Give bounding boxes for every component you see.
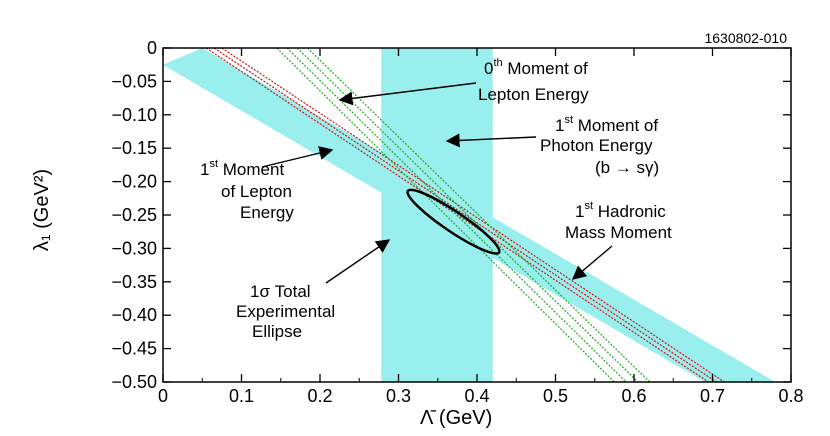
annotation-zeroth-lepton-line1: 0th Moment of [484,57,588,78]
arrow-first-hadronic [571,245,613,280]
y-tick-label-1: −0.05 [111,71,157,91]
annotation-ellipse-line3: Ellipse [252,322,302,341]
x-tick-label-6: 0.6 [621,386,646,406]
x-tick-label-0: 0 [158,386,168,406]
x-tick-label-2: 0.2 [307,386,332,406]
y-tick-label-7: −0.35 [111,272,157,292]
green-line-1 [286,47,627,383]
x-tick-label-8: 0.8 [778,386,803,406]
y-tick-label-5: −0.25 [111,205,157,225]
x-tick-label-7: 0.7 [700,386,725,406]
arrow-first-photon [445,133,537,148]
x-axis-label: Λ̄ (GeV) [420,407,492,429]
arrow-ellipse [325,239,391,284]
lines-group [205,47,725,383]
y-tick-label-4: −0.20 [111,172,157,192]
arrow-zeroth-lepton [338,82,477,106]
green-line-2 [296,47,639,383]
y-tick-label-3: −0.15 [111,138,157,158]
annotation-first-photon-line3: (b → sγ) [595,158,659,177]
annotation-first-lepton-line3: Energy [240,203,294,222]
y-tick-label-8: −0.40 [111,305,157,325]
annotation-first-photon-line2: Photon Energy [540,136,653,155]
red-line-2 [221,47,725,383]
green-line-0 [276,47,615,383]
annotation-first-photon-line1: 1st Moment of [555,114,658,135]
annotation-first-lepton-line2: of Lepton [221,182,292,201]
annotation-first-hadronic-line2: Mass Moment [565,223,672,242]
y-tick-label-9: −0.45 [111,339,157,359]
axis-ticks: 0 0.1 0.2 0.3 0.4 0.5 0.6 0.7 0.8 0 −0.05 −0.10 −0.1… [111,38,803,406]
red-line-1 [213,47,717,383]
annotation-ellipse-line2: Experimental [236,302,335,321]
arrow-first-lepton [261,146,334,168]
x-tick-label-5: 0.5 [543,386,568,406]
band-hadronic_band [163,48,776,382]
annotation-ellipse-line1: 1σ Total [250,282,311,301]
annotation-first-hadronic-line1: 1st Hadronic [575,200,666,221]
y-tick-label-0: 0 [147,38,157,58]
y-tick-label-2: −0.10 [111,105,157,125]
x-tick-label-3: 0.3 [386,386,411,406]
ellipse-shape [406,188,501,255]
annotation-first-lepton-line1: 1st Moment [200,158,284,179]
reference-id: 1630802-010 [704,30,787,46]
green-line-3 [307,47,651,383]
annotation-zeroth-lepton-line2: Lepton Energy [478,85,589,104]
y-tick-label-10: −0.50 [111,372,157,392]
x-tick-label-4: 0.4 [464,386,489,406]
y-axis-label: λ₁ (GeV²) [31,169,53,251]
y-tick-label-6: −0.30 [111,238,157,258]
x-tick-label-1: 0.1 [229,386,254,406]
experimental-ellipse [406,188,501,255]
